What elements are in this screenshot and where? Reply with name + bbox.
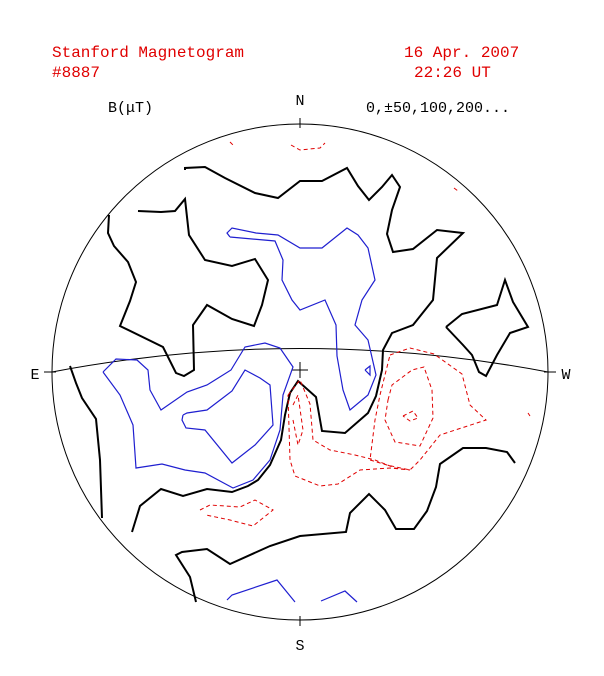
east-label: E <box>30 367 39 384</box>
date: 16 Apr. 2007 <box>404 44 519 62</box>
title: Stanford Magnetogram <box>52 44 244 62</box>
north-label: N <box>295 93 304 110</box>
negative-contours <box>199 141 531 527</box>
west-label: W <box>561 367 570 384</box>
contour-levels: 0,±50,100,200... <box>366 100 510 117</box>
time: 22:26 UT <box>414 64 491 82</box>
south-label: S <box>295 638 304 655</box>
unit-label: B(μT) <box>108 100 153 117</box>
disk <box>44 118 556 626</box>
blue-contours <box>102 227 377 603</box>
map-number: #8887 <box>52 64 100 82</box>
positive-contours <box>69 165 530 603</box>
